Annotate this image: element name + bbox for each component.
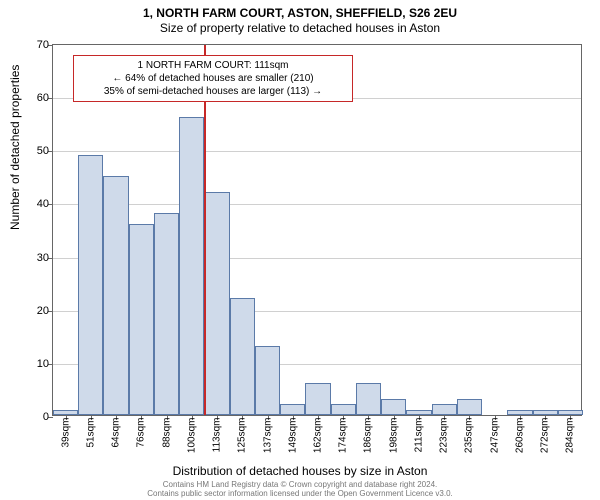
titles-block: 1, NORTH FARM COURT, ASTON, SHEFFIELD, S… xyxy=(8,6,592,36)
x-tick-label: 39sqm xyxy=(60,418,71,448)
histogram-bar xyxy=(457,399,482,415)
chart-container: 1, NORTH FARM COURT, ASTON, SHEFFIELD, S… xyxy=(0,0,600,500)
x-axis-label: Distribution of detached houses by size … xyxy=(0,464,600,478)
footer-attribution: Contains HM Land Registry data © Crown c… xyxy=(0,480,600,498)
histogram-bar xyxy=(103,176,128,415)
title-sub: Size of property relative to detached ho… xyxy=(8,21,592,35)
x-tick-label: 198sqm xyxy=(388,418,399,454)
gridline xyxy=(53,151,581,152)
histogram-bar xyxy=(381,399,406,415)
x-tick-label: 186sqm xyxy=(363,418,374,454)
y-tick-label: 30 xyxy=(25,252,49,264)
footer-line: Contains public sector information licen… xyxy=(0,489,600,498)
y-tick-label: 60 xyxy=(25,92,49,104)
x-tick-label: 113sqm xyxy=(212,418,223,453)
x-tick-label: 137sqm xyxy=(262,418,273,454)
histogram-bar xyxy=(432,404,457,415)
histogram-bar xyxy=(331,404,356,415)
x-tick-label: 88sqm xyxy=(161,418,172,448)
histogram-bar xyxy=(280,404,305,415)
histogram-bar xyxy=(305,383,330,415)
histogram-bar xyxy=(78,155,103,415)
x-tick-label: 272sqm xyxy=(540,418,551,454)
x-tick-label: 162sqm xyxy=(313,418,324,454)
x-tick-label: 260sqm xyxy=(514,418,525,454)
title-main: 1, NORTH FARM COURT, ASTON, SHEFFIELD, S… xyxy=(8,6,592,20)
info-box-line: 1 NORTH FARM COURT: 111sqm xyxy=(80,59,346,72)
y-tick-label: 50 xyxy=(25,145,49,157)
histogram-bar xyxy=(129,224,154,415)
y-tick-label: 10 xyxy=(25,358,49,370)
info-box: 1 NORTH FARM COURT: 111sqm← 64% of detac… xyxy=(73,55,353,102)
y-tick-label: 70 xyxy=(25,39,49,51)
x-tick-label: 76sqm xyxy=(136,418,147,448)
y-tick-label: 40 xyxy=(25,198,49,210)
x-tick-label: 100sqm xyxy=(186,418,197,454)
histogram-bar xyxy=(204,192,229,415)
histogram-bar xyxy=(179,117,204,415)
x-tick-label: 174sqm xyxy=(338,418,349,454)
y-axis-label: Number of detached properties xyxy=(8,65,22,230)
x-tick-label: 284sqm xyxy=(565,418,576,454)
x-tick-label: 211sqm xyxy=(413,418,424,453)
x-tick-label: 125sqm xyxy=(237,418,248,454)
histogram-bar xyxy=(255,346,280,415)
x-tick-label: 247sqm xyxy=(489,418,500,454)
footer-line: Contains HM Land Registry data © Crown c… xyxy=(0,480,600,489)
x-tick-label: 51sqm xyxy=(85,418,96,448)
x-tick-label: 235sqm xyxy=(464,418,475,454)
x-tick-label: 64sqm xyxy=(111,418,122,448)
gridline xyxy=(53,204,581,205)
histogram-bar xyxy=(230,298,255,415)
info-box-line: ← 64% of detached houses are smaller (21… xyxy=(80,72,346,85)
x-tick-label: 223sqm xyxy=(439,418,450,454)
x-tick-label: 149sqm xyxy=(287,418,298,454)
y-tick-label: 20 xyxy=(25,305,49,317)
info-box-line: 35% of semi-detached houses are larger (… xyxy=(80,85,346,98)
histogram-bar xyxy=(356,383,381,415)
plot-area: 01020304050607039sqm51sqm64sqm76sqm88sqm… xyxy=(52,44,582,416)
chart-area: 01020304050607039sqm51sqm64sqm76sqm88sqm… xyxy=(52,44,582,416)
histogram-bar xyxy=(154,213,179,415)
y-tick-label: 0 xyxy=(25,411,49,423)
